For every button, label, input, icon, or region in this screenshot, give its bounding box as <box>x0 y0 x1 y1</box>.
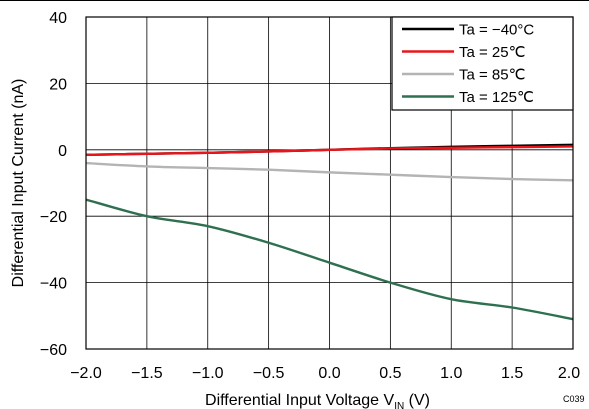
series-line <box>85 145 574 156</box>
legend: Ta = −40°C Ta = 25℃ Ta = 85℃ Ta = 125℃ <box>391 16 574 111</box>
plot-frame <box>85 16 574 350</box>
x-tick-label: 2.0 <box>558 365 580 382</box>
x-tick-label: −0.5 <box>253 365 285 382</box>
legend-label: Ta = 25℃ <box>459 44 525 61</box>
x-tick-label: 0.0 <box>318 365 340 382</box>
y-tick-labels: 40 20 0 −20 −40 −60 <box>40 10 67 359</box>
legend-box <box>391 16 574 111</box>
x-tick-label: −2.0 <box>70 365 102 382</box>
x-tick-label: 1.5 <box>501 365 523 382</box>
series-line <box>85 161 574 182</box>
x-axis-label-main: Differential Input Voltage V <box>205 392 394 409</box>
legend-label: Ta = 125℃ <box>459 89 534 106</box>
y-tick-label: −40 <box>40 276 67 293</box>
series-group <box>85 143 574 321</box>
series-line <box>85 198 574 321</box>
y-tick-label: 40 <box>49 10 67 27</box>
y-tick-label: −20 <box>40 209 67 226</box>
x-axis-label-unit: (V) <box>404 392 430 409</box>
x-tick-labels: −2.0 −1.5 −1.0 −0.5 0.0 0.5 1.0 1.5 2.0 <box>70 365 580 382</box>
x-axis-label: Differential Input Voltage VIN (V) <box>205 392 430 409</box>
x-axis-label-subscript: IN <box>394 401 404 409</box>
y-tick-label: 20 <box>49 76 67 93</box>
figure-code: C039 <box>563 394 585 404</box>
x-tick-label: 0.5 <box>379 365 401 382</box>
legend-label: Ta = 85℃ <box>459 67 525 84</box>
x-tick-label: 1.0 <box>440 365 462 382</box>
y-axis-label: Differential Input Current (nA) <box>10 79 27 288</box>
y-tick-label: −60 <box>40 342 67 359</box>
x-tick-label: −1.5 <box>131 365 163 382</box>
legend-label: Ta = −40°C <box>459 22 534 39</box>
y-tick-label: 0 <box>58 143 67 160</box>
x-tick-label: −1.0 <box>192 365 224 382</box>
